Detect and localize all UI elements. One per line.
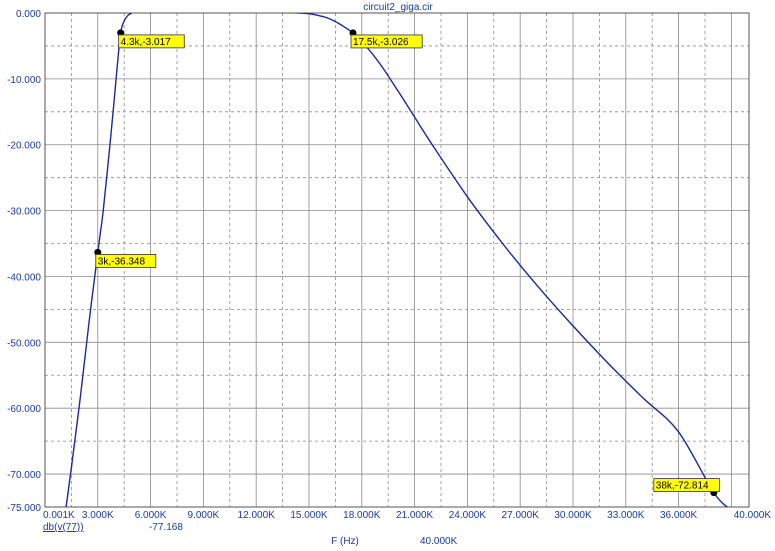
x-tick-label: 0.001K — [43, 510, 75, 521]
marker-label-box — [653, 478, 720, 493]
x-tick-label: 6.000K — [135, 510, 167, 521]
marker-label: 4.3k,-3.017 — [121, 37, 171, 48]
x-tick-label: 36.000K — [660, 510, 698, 521]
markers: 3k,-36.348 4.3k,-3.017 17.5k,-3.026 38k,-72… — [94, 29, 720, 497]
x-tick-label: 3.000K — [82, 510, 114, 521]
x-tick-label: 18.000K — [343, 510, 381, 521]
y-tick-label: -75.000 — [7, 503, 41, 514]
x-tick-label: 33.000K — [607, 510, 645, 521]
x-tick-label: 12.000K — [238, 510, 276, 521]
x-tick-label: 24.000K — [449, 510, 487, 521]
x-tick-label: 40.000K — [734, 510, 772, 521]
x-tick-label: 30.000K — [554, 510, 592, 521]
y-tick-label: -40.000 — [7, 272, 41, 283]
marker-label: 3k,-36.348 — [98, 256, 146, 267]
marker-label-box — [118, 34, 185, 49]
y-tick-label: -50.000 — [7, 338, 41, 349]
trace-name[interactable]: db(v(77)) — [43, 522, 84, 533]
marker-label-box — [95, 254, 157, 268]
x-axis-ticks: 0.001K 3.000K 6.000K 9.000K 12.000K 15.000K 18… — [43, 510, 771, 521]
plot-area-border — [44, 12, 750, 508]
marker-label: 38k,-72.814 — [656, 481, 709, 492]
y-tick-label: -10.000 — [7, 75, 41, 86]
series-line — [65, 13, 729, 507]
marker-label: 17.5k,-3.026 — [353, 37, 409, 48]
grid — [45, 13, 749, 507]
y-tick-label: -70.000 — [7, 470, 41, 481]
y-tick-label: -30.000 — [7, 207, 41, 218]
x-cursor-value: 40.000K — [420, 536, 458, 547]
y-tick-label: 0.000 — [16, 9, 41, 20]
x-axis-label: F (Hz) — [331, 536, 359, 547]
y-tick-label: -60.000 — [7, 404, 41, 415]
chart-title: circuit2_giga.cir — [363, 2, 433, 13]
x-tick-label: 21.000K — [396, 510, 434, 521]
trace-value: -77.168 — [149, 522, 183, 533]
y-axis-ticks: 0.000 -10.000 -20.000 -30.000 -40.000 -50.000… — [7, 9, 41, 514]
y-tick-label: -20.000 — [7, 141, 41, 152]
marker-label-box — [350, 34, 423, 49]
x-tick-label: 15.000K — [290, 510, 328, 521]
x-tick-label: 27.000K — [502, 510, 540, 521]
x-tick-label: 9.000K — [188, 510, 220, 521]
